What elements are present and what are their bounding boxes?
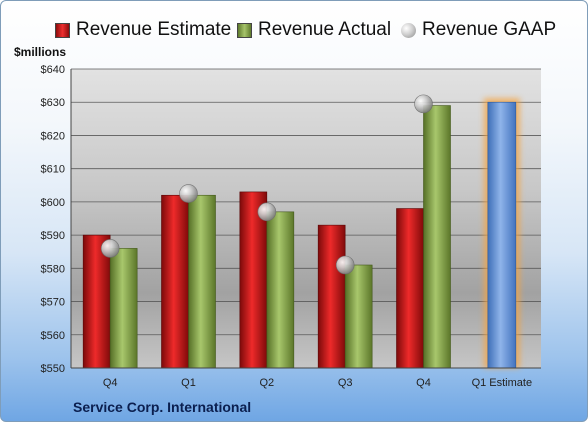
y-tick-label: $570 [41, 297, 65, 309]
point-revenue-gaap [335, 255, 355, 275]
bar-revenue-estimate [396, 208, 424, 369]
legend-item-estimate: Revenue Estimate [55, 17, 231, 43]
bar-revenue-estimate [239, 191, 268, 369]
x-tick-label: Q4 [416, 377, 431, 389]
legend-swatch-estimate [55, 22, 70, 38]
bar-revenue-actual [344, 264, 373, 369]
y-tick-label: $640 [41, 64, 65, 76]
point-revenue-gaap [414, 94, 433, 114]
y-tick-label: $560 [41, 330, 65, 342]
bar-revenue-actual [109, 248, 138, 369]
point-revenue-gaap [257, 202, 277, 222]
bar-q1-estimate [487, 101, 517, 369]
y-tick-label: $620 [41, 130, 65, 142]
legend-item-actual: Revenue Actual [237, 17, 391, 43]
legend-label-gaap: Revenue GAAP [422, 19, 557, 40]
y-tick-label: $600 [41, 197, 65, 209]
x-tick-label: Q4 [103, 377, 118, 389]
legend-swatch-actual [237, 22, 252, 38]
y-tick-label: $590 [41, 230, 65, 242]
y-tick-label: $630 [41, 97, 65, 109]
y-tick-label: $610 [41, 164, 65, 176]
point-revenue-gaap [179, 184, 198, 203]
bar-revenue-actual [188, 194, 216, 369]
y-tick-label: $580 [41, 263, 65, 275]
y-axis-unit-label: $millions [14, 45, 67, 59]
x-tick-label: Q1 Estimate [472, 377, 533, 389]
company-name: Service Corp. International [73, 399, 252, 415]
bar-revenue-actual [266, 211, 295, 369]
x-tick-label: Q2 [259, 377, 274, 389]
plot-area [71, 69, 541, 368]
x-tick-label: Q1 [181, 377, 196, 389]
y-tick-label: $550 [41, 363, 65, 375]
legend-item-gaap: Revenue GAAP [401, 17, 556, 43]
legend-label-estimate: Revenue Estimate [76, 19, 232, 40]
point-revenue-gaap [100, 239, 120, 258]
chart-legend: Revenue Estimate Revenue Actual Revenue … [1, 17, 587, 43]
bar-revenue-estimate [161, 194, 189, 369]
bar-revenue-estimate [82, 234, 111, 369]
bar-revenue-estimate [317, 224, 346, 369]
x-tick-label: Q3 [338, 377, 353, 389]
bar-revenue-actual [423, 105, 451, 369]
legend-swatch-gaap [401, 22, 416, 38]
legend-label-actual: Revenue Actual [258, 19, 392, 40]
